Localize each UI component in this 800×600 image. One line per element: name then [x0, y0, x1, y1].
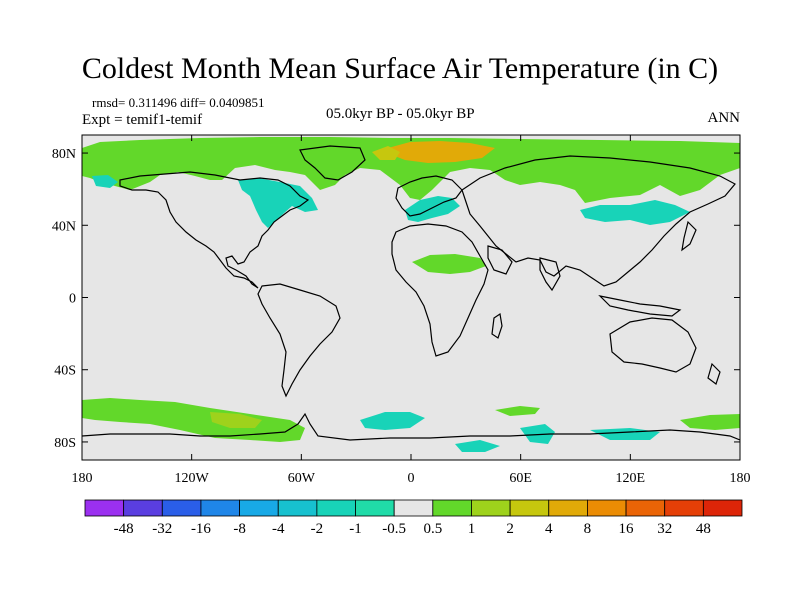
x-tick-label: 120W: [175, 471, 210, 486]
period-label: 05.0kyr BP - 05.0kyr BP: [326, 106, 475, 122]
warm-anomaly-siberia: [388, 141, 495, 163]
colorbar-label: 2: [506, 521, 514, 537]
stats-label: rmsd= 0.311496 diff= 0.0409851: [92, 95, 265, 110]
coast-north-america: [119, 171, 310, 289]
colorbar-label: 8: [584, 521, 592, 537]
cyan-anomaly-antarctic-2: [520, 424, 555, 444]
colorbar-label: 48: [696, 521, 711, 537]
experiment-label: Expt = temif1-temif: [82, 112, 203, 128]
colorbar-swatch: [587, 499, 627, 517]
coast-madagascar: [491, 312, 503, 339]
coast-africa: [391, 223, 489, 357]
x-tick-label: 60W: [288, 471, 316, 486]
colorbar-swatch: [393, 499, 434, 517]
colorbar-swatch: [432, 499, 472, 517]
colorbar-label: -2: [311, 521, 324, 537]
cyan-anomaly-asia: [580, 200, 690, 225]
y-axis: 80N 40N 0 40S 80S: [52, 147, 740, 451]
colorbar-label: -4: [272, 521, 285, 537]
colorbar-label: 1: [468, 521, 476, 537]
plot-title: Coldest Month Mean Surface Air Temperatu…: [81, 52, 719, 85]
yellow-anomaly-southern-ocean: [210, 412, 262, 428]
coast-indonesia: [598, 295, 682, 317]
y-tick-label: 0: [69, 292, 76, 307]
x-tick-label: 0: [408, 471, 415, 486]
colorbar-swatch: [239, 499, 279, 517]
colorbar-label: 0.5: [423, 521, 442, 537]
colorbar-swatch: [664, 499, 704, 517]
coast-south-america: [257, 283, 341, 398]
colorbar-swatch: [509, 499, 550, 517]
colorbar-label: -8: [233, 521, 246, 537]
y-tick-label: 40N: [52, 219, 76, 234]
colorbar-swatch: [277, 499, 318, 517]
green-anomaly-southern-ocean: [82, 398, 305, 442]
cyan-anomaly-antarctic-4: [455, 440, 500, 452]
colorbar-label: 32: [657, 521, 672, 537]
colorbar-swatch: [200, 499, 240, 517]
coast-europe: [395, 175, 463, 217]
colorbar-swatch: [84, 499, 125, 517]
colorbar-swatch: [702, 499, 743, 517]
cyan-anomaly-europe: [405, 196, 460, 222]
coast-antarctica: [82, 412, 740, 441]
coast-japan: [681, 220, 697, 252]
x-tick-label: 180: [72, 471, 93, 486]
coast-greenland: [299, 145, 366, 181]
green-anomaly-south-east: [495, 406, 540, 416]
coast-australia: [609, 317, 697, 373]
season-label: ANN: [707, 110, 741, 126]
cyan-anomaly-antarctic-1: [360, 412, 425, 430]
colorbar-swatch: [625, 499, 666, 517]
x-tick-label: 180: [730, 471, 751, 486]
colorbar-label: 4: [545, 521, 553, 537]
coast-arabia: [487, 245, 513, 275]
colorbar-swatch: [123, 499, 163, 517]
colorbar-swatch: [316, 499, 356, 517]
coast-new-zealand: [707, 362, 721, 385]
cyan-anomaly-north-america: [238, 178, 318, 228]
green-anomaly-arctic: [82, 137, 740, 203]
colorbar-swatch: [161, 499, 202, 517]
colorbar-swatch: [471, 499, 511, 517]
x-axis: 180 120W 60W 0 60E 120E 180: [72, 135, 751, 486]
colorbar-label: -1: [349, 521, 362, 537]
colorbar-label: -0.5: [382, 521, 406, 537]
yellow-anomaly-siberia: [372, 146, 400, 160]
x-tick-label: 60E: [509, 471, 532, 486]
green-anomaly-sahara: [412, 254, 486, 274]
colorbar-label: 16: [619, 521, 635, 537]
y-tick-label: 40S: [54, 364, 76, 379]
y-tick-label: 80S: [54, 436, 76, 451]
colorbar-swatch: [548, 499, 588, 517]
coastlines: [82, 145, 740, 441]
y-tick-label: 80N: [52, 147, 76, 162]
colorbar-label: -32: [152, 521, 172, 537]
x-tick-label: 120E: [616, 471, 646, 486]
anomaly-patches: [82, 137, 740, 452]
colorbar-label: -16: [191, 521, 211, 537]
colorbar-swatch: [355, 499, 395, 517]
colorbar: -48 -32 -16 -8 -4 -2 -1 -0.5 0.5 1 2 4 8 16 32 48: [84, 499, 743, 537]
green-anomaly-south-far-east: [680, 414, 740, 430]
cyan-anomaly-northwest: [92, 175, 118, 188]
colorbar-label: -48: [114, 521, 134, 537]
coast-india: [539, 257, 561, 292]
